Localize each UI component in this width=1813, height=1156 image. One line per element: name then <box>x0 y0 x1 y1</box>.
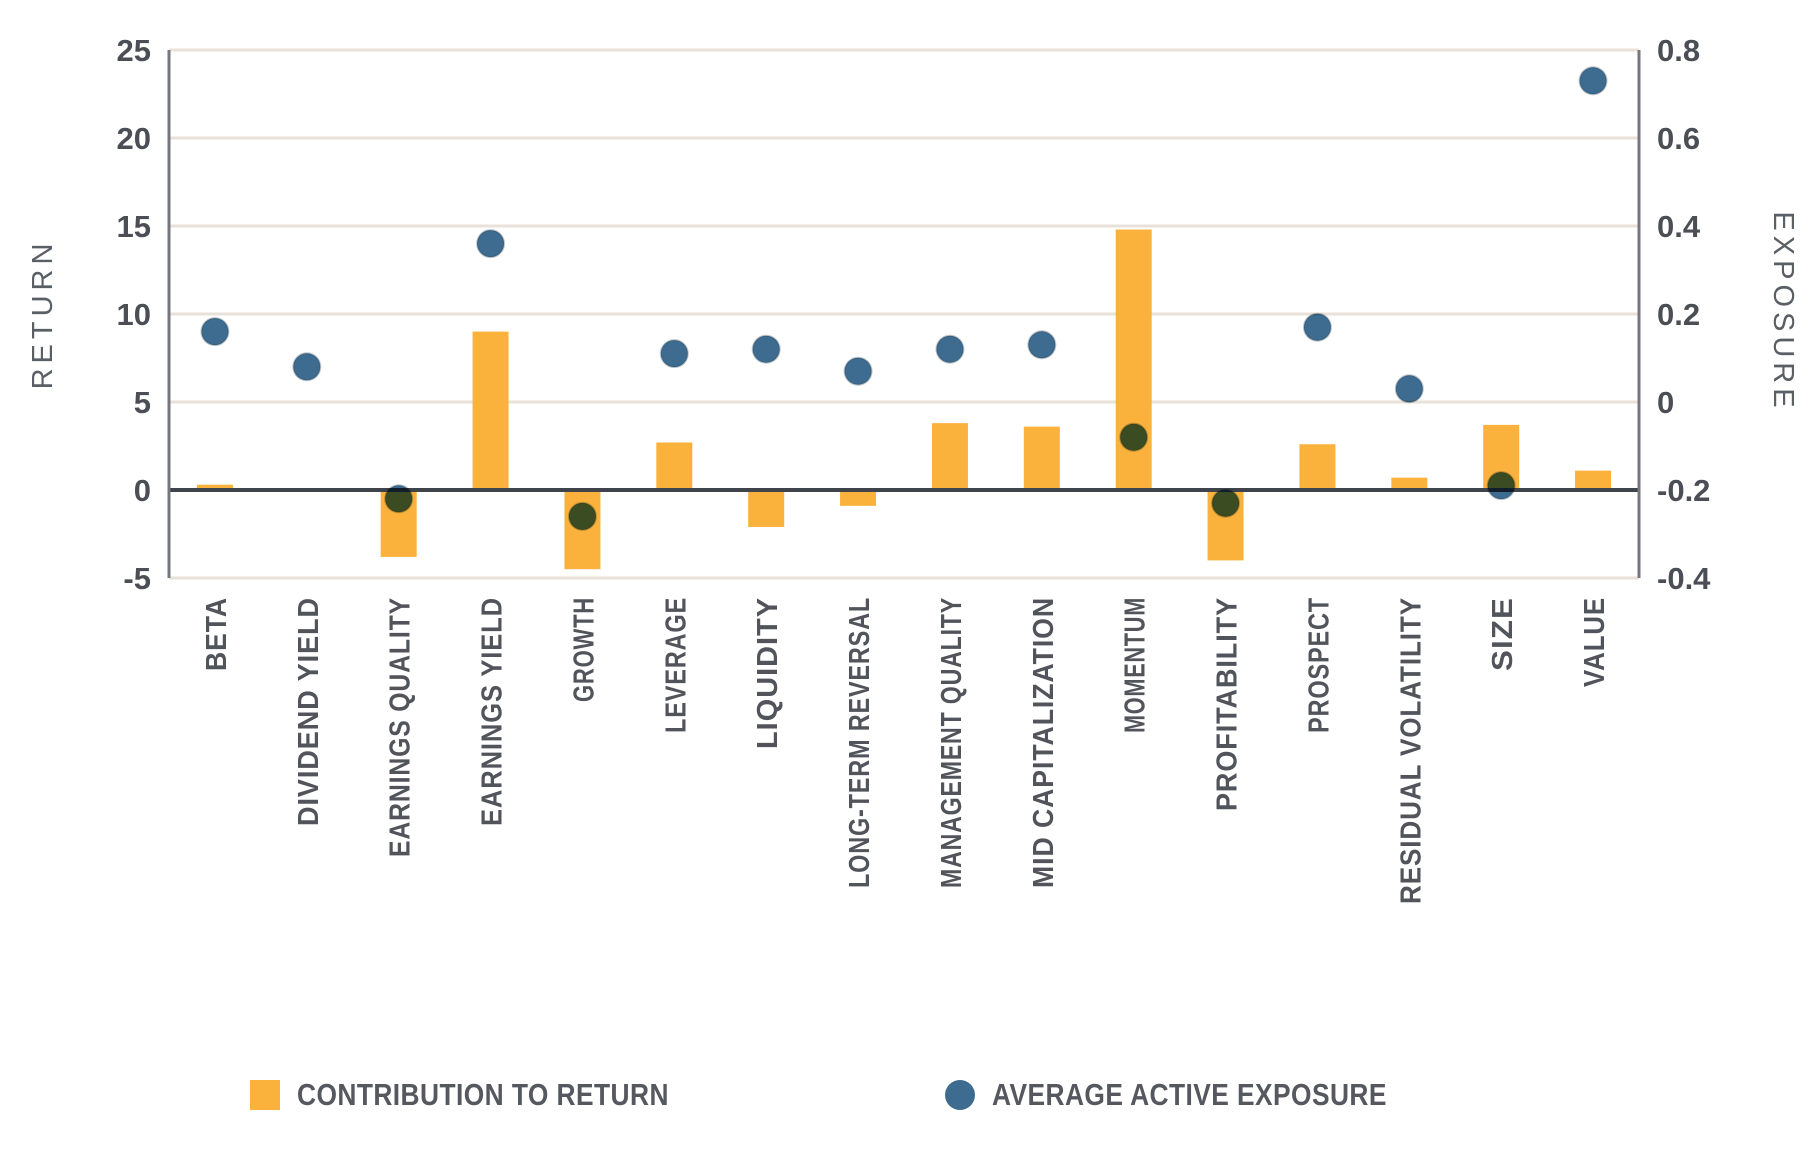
left-tick-0: 0 <box>134 473 151 508</box>
dot-momentum <box>1119 422 1149 452</box>
right-axis-tick-labels: 0.8 0.6 0.4 0.2 0 -0.2 -0.4 <box>1657 33 1711 596</box>
dot-growth <box>567 501 597 531</box>
bar-value <box>1575 470 1612 490</box>
category-label-growth: GROWTH <box>568 597 600 702</box>
left-axis-tick-labels: 25 20 15 10 5 0 -5 <box>117 33 151 596</box>
dot-beta <box>200 317 230 347</box>
dot-long-term-reversal <box>843 356 873 386</box>
legend-label-contribution-to-return: CONTRIBUTION TO RETURN <box>297 1077 669 1112</box>
category-label-size: SIZE <box>1487 597 1519 671</box>
category-label-leverage: LEVERAGE <box>660 597 692 733</box>
right-tick-0.4: 0.4 <box>1657 209 1701 244</box>
bar-long-term-reversal <box>840 490 877 506</box>
bar-legend-swatch <box>250 1080 280 1110</box>
category-label-management-quality: MANAGEMENT QUALITY <box>936 597 968 888</box>
category-label-liquidity: LIQUIDITY <box>752 597 784 749</box>
bar-earnings-yield <box>472 331 509 490</box>
category-label-prospect: PROSPECT <box>1303 597 1335 733</box>
legend-label-average-active-exposure: AVERAGE ACTIVE EXPOSURE <box>992 1077 1387 1112</box>
bar-prospect <box>1299 444 1336 490</box>
category-label-long-term-reversal: LONG-TERM REVERSAL <box>844 597 876 888</box>
gridlines <box>169 48 1639 580</box>
right-axis-title: EXPOSURE <box>1767 211 1799 412</box>
left-tick-5: 5 <box>134 385 151 420</box>
right-tick-0.6: 0.6 <box>1657 121 1700 156</box>
legend-item-contribution-to-return: CONTRIBUTION TO RETURN <box>250 1074 735 1116</box>
bar-mid-capitalization <box>1023 426 1060 490</box>
bar-residual-volatility <box>1391 477 1428 490</box>
left-tick--5: -5 <box>123 561 151 596</box>
bar-series-contribution-to-return <box>196 229 1612 570</box>
category-label-momentum: MOMENTUM <box>1120 597 1152 733</box>
category-label-residual-volatility: RESIDUAL VOLATILITY <box>1395 597 1427 904</box>
category-label-value: VALUE <box>1579 597 1611 687</box>
dot-residual-volatility <box>1394 374 1424 404</box>
right-tick-0.2: 0.2 <box>1657 297 1700 332</box>
category-label-dividend-yield: DIVIDEND YIELD <box>293 597 325 826</box>
dot-earnings-quality <box>384 484 414 514</box>
bar-beta <box>196 484 233 490</box>
left-axis-title: RETURN <box>27 239 59 390</box>
axis-lines <box>167 50 1641 578</box>
left-tick-20: 20 <box>117 121 151 156</box>
bar-management-quality <box>931 423 968 490</box>
right-tick-0: 0 <box>1657 385 1674 420</box>
bar-leverage <box>656 442 693 490</box>
right-tick--0.4: -0.4 <box>1657 561 1711 596</box>
dot-management-quality <box>935 334 965 364</box>
category-label-earnings-quality: EARNINGS QUALITY <box>385 597 417 857</box>
dot-legend-swatch <box>945 1080 975 1110</box>
left-tick-25: 25 <box>117 33 151 68</box>
dot-earnings-yield <box>476 229 506 259</box>
left-tick-10: 10 <box>117 297 151 332</box>
dot-liquidity <box>751 334 781 364</box>
legend-item-average-active-exposure: AVERAGE ACTIVE EXPOSURE <box>945 1074 1457 1116</box>
category-label-mid-capitalization: MID CAPITALIZATION <box>1028 597 1060 888</box>
dot-size <box>1486 471 1516 501</box>
right-tick-0.8: 0.8 <box>1657 33 1700 68</box>
dot-leverage <box>659 339 689 369</box>
dot-mid-capitalization <box>1027 330 1057 360</box>
bar-liquidity <box>748 490 785 527</box>
dot-value <box>1578 66 1608 96</box>
category-label-profitability: PROFITABILITY <box>1212 597 1244 811</box>
dot-dividend-yield <box>292 352 322 382</box>
dot-profitability <box>1211 488 1241 518</box>
category-labels: BETA DIVIDEND YIELD EARNINGS QUALITY EARNIN… <box>201 597 1611 904</box>
dot-prospect <box>1302 312 1332 342</box>
left-tick-15: 15 <box>117 209 151 244</box>
category-label-earnings-yield: EARNINGS YIELD <box>477 597 509 826</box>
right-tick--0.2: -0.2 <box>1657 473 1710 508</box>
category-label-beta: BETA <box>201 597 233 671</box>
dot-series-average-active-exposure <box>200 66 1608 531</box>
